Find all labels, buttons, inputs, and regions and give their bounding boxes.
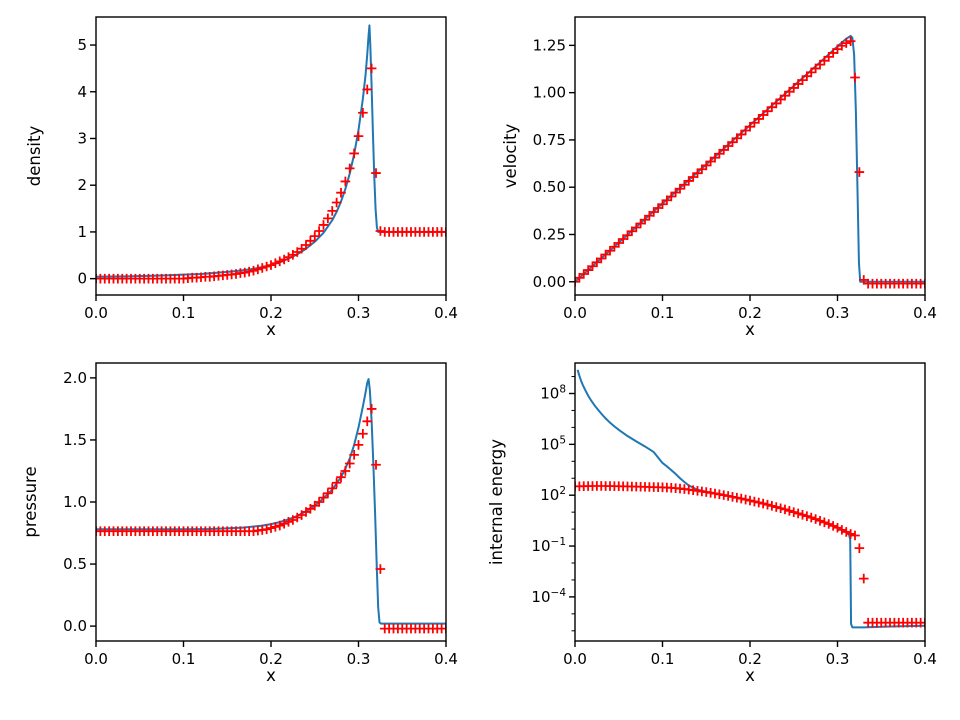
velocity-ylabel: velocity — [501, 124, 520, 189]
density-xlabel: x — [266, 320, 276, 339]
density-x-tick-label: 0.2 — [259, 304, 283, 322]
internal-energy-x-tick-label: 0.1 — [651, 650, 675, 668]
pressure-x-tick-label: 0.0 — [84, 650, 108, 668]
pressure-marker-series — [96, 404, 446, 634]
density-x-tick-label: 0.3 — [347, 304, 371, 322]
velocity-y-tick-label: 1.00 — [533, 84, 566, 102]
pressure-x-tick-label: 0.4 — [434, 650, 458, 668]
velocity-x-tick-label: 0.3 — [826, 304, 850, 322]
density-y-tick-label: 4 — [77, 83, 87, 101]
internal-energy-y-tick-label: 10−1 — [531, 536, 566, 555]
density-x-tick-label: 0.0 — [84, 304, 108, 322]
density-y-tick-label: 3 — [77, 129, 87, 147]
pressure-y-tick-label: 0.0 — [63, 617, 87, 635]
density-ylabel: density — [25, 126, 44, 187]
internal-energy-marker-series — [575, 481, 925, 628]
density-y-tick-label: 5 — [77, 36, 87, 54]
pressure-y-tick-label: 0.5 — [63, 555, 87, 573]
internal-energy-xlabel: x — [745, 666, 755, 685]
velocity-y-tick-label: 0.50 — [533, 178, 566, 196]
pressure-xlabel: x — [266, 666, 276, 685]
velocity-panel: 0.0 0.1 0.2 0.3 0.4 0.00 0.25 0.50 0.75 1.00 1.25 x… — [501, 16, 937, 339]
pressure-ylabel: pressure — [21, 466, 40, 537]
velocity-axes-box — [574, 16, 926, 296]
internal-energy-y-tick-label: 10−4 — [531, 587, 566, 606]
internal-energy-x-tick-label: 0.4 — [913, 650, 937, 668]
velocity-y-tick-label: 1.25 — [533, 36, 566, 54]
internal-energy-x-tick-label: 0.2 — [738, 650, 762, 668]
velocity-x-tick-label: 0.1 — [651, 304, 675, 322]
internal-energy-y-tick-label: 105 — [540, 434, 566, 453]
internal-energy-x-tick-label: 0.3 — [826, 650, 850, 668]
density-marker-series — [96, 63, 446, 284]
internal-energy-y-tick-label: 108 — [540, 383, 566, 402]
pressure-y-tick-label: 1.5 — [63, 431, 87, 449]
velocity-xlabel: x — [745, 320, 755, 339]
velocity-x-tick-label: 0.4 — [913, 304, 937, 322]
pressure-x-tick-label: 0.2 — [259, 650, 283, 668]
internal-energy-panel: 0.0 0.1 0.2 0.3 0.4 10−4 10−1 102 105 108 x interna… — [487, 362, 937, 685]
internal-energy-x-tick-label: 0.0 — [563, 650, 587, 668]
velocity-y-tick-label: 0.75 — [533, 131, 566, 149]
internal-energy-ylabel: internal energy — [487, 439, 506, 565]
density-y-tick-label: 2 — [77, 176, 87, 194]
pressure-axes-box — [95, 362, 447, 642]
internal-energy-y-tick-label: 102 — [540, 485, 566, 504]
density-panel: 0.0 0.1 0.2 0.3 0.4 0 1 2 3 4 5 x density — [25, 16, 458, 339]
density-line-series — [96, 24, 446, 278]
density-y-tick-label: 0 — [77, 270, 87, 288]
pressure-y-tick-label: 1.0 — [63, 493, 87, 511]
density-axes-box — [95, 16, 447, 296]
pressure-y-tick-label: 2.0 — [63, 369, 87, 387]
pressure-x-tick-label: 0.3 — [347, 650, 371, 668]
velocity-y-tick-label: 0.25 — [533, 225, 566, 243]
pressure-line-series — [96, 378, 446, 625]
internal-energy-line-series — [576, 369, 925, 629]
pressure-x-tick-label: 0.1 — [172, 650, 196, 668]
pressure-panel: 0.0 0.1 0.2 0.3 0.4 0.0 0.5 1.0 1.5 2.0 x pressure — [21, 362, 458, 685]
density-y-tick-label: 1 — [77, 223, 87, 241]
velocity-x-tick-label: 0.0 — [563, 304, 587, 322]
velocity-line-series — [575, 34, 925, 283]
velocity-marker-series — [575, 36, 925, 289]
density-x-tick-label: 0.1 — [172, 304, 196, 322]
velocity-y-tick-label: 0.00 — [533, 273, 566, 291]
velocity-x-tick-label: 0.2 — [738, 304, 762, 322]
density-x-tick-label: 0.4 — [434, 304, 458, 322]
